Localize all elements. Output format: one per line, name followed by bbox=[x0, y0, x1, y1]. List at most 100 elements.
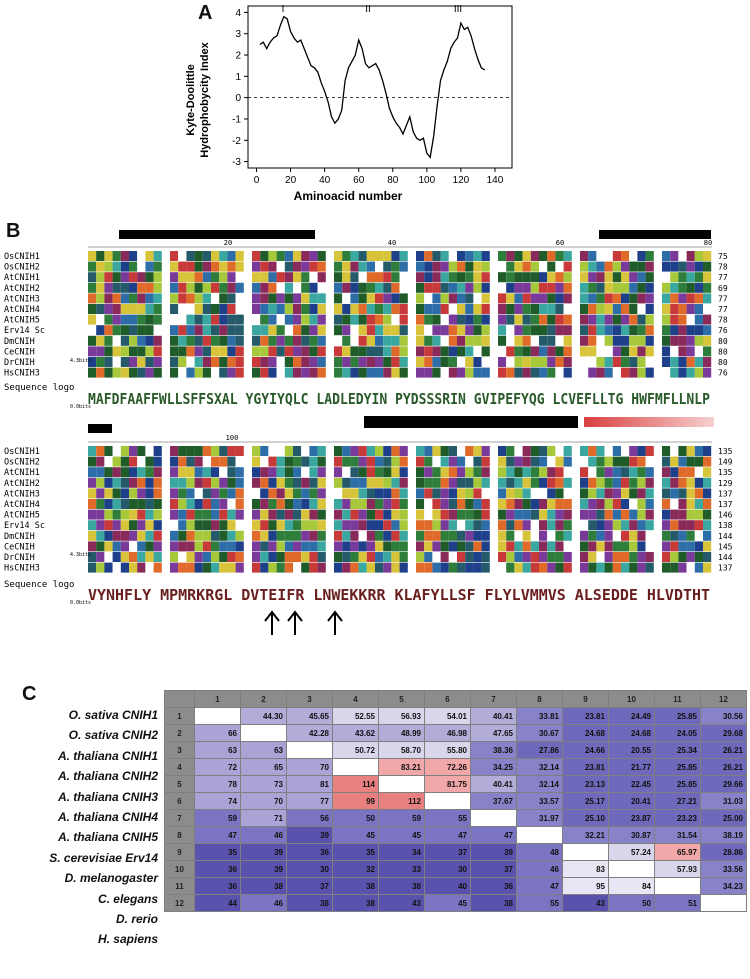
matrix-cell: 57.24 bbox=[608, 843, 655, 861]
residue-cell bbox=[96, 272, 105, 283]
residue-cell bbox=[686, 520, 695, 531]
residue-cell bbox=[530, 325, 539, 336]
residue-cell bbox=[563, 488, 572, 499]
residue-cell bbox=[662, 456, 671, 467]
residue-cell bbox=[260, 272, 269, 283]
residue-cell bbox=[547, 488, 556, 499]
residue-cell bbox=[694, 282, 703, 293]
residue-cell bbox=[498, 552, 507, 562]
residue-cell bbox=[375, 272, 384, 283]
residue-cell bbox=[227, 304, 236, 314]
matrix-cell bbox=[286, 741, 333, 759]
residue-cell bbox=[432, 467, 441, 478]
matrix-cell bbox=[332, 758, 379, 776]
residue-cell bbox=[235, 367, 244, 378]
residue-cell bbox=[309, 509, 318, 520]
residue-cell bbox=[457, 282, 466, 293]
residue-cell bbox=[621, 467, 630, 478]
residue-cell bbox=[358, 261, 367, 272]
residue-cell bbox=[235, 304, 244, 314]
residue-cell bbox=[129, 357, 138, 367]
residue-cell bbox=[637, 346, 646, 357]
residue-cell bbox=[178, 488, 187, 499]
residue-cell bbox=[350, 562, 359, 573]
residue-cell bbox=[276, 541, 285, 552]
residue-cell bbox=[539, 282, 548, 293]
residue-cell bbox=[703, 530, 712, 541]
residue-cell bbox=[96, 477, 105, 488]
matrix-cell: 59 bbox=[194, 809, 241, 827]
matrix-cell: 33 bbox=[378, 860, 425, 878]
residue-cell bbox=[104, 261, 113, 272]
residue-cell bbox=[145, 520, 154, 531]
residue-cell bbox=[522, 530, 531, 541]
residue-cell bbox=[112, 488, 121, 499]
residue-cell bbox=[227, 509, 236, 520]
residue-cell bbox=[694, 357, 703, 367]
residue-cell bbox=[703, 325, 712, 336]
logo-label-2: Sequence logo bbox=[4, 580, 74, 590]
residue-cell bbox=[309, 530, 318, 541]
residue-cell bbox=[145, 293, 154, 304]
residue-cell bbox=[448, 346, 457, 357]
x-tick-label: 0 bbox=[254, 175, 260, 186]
residue-cell bbox=[473, 488, 482, 499]
residue-cell bbox=[293, 357, 302, 367]
residue-cell bbox=[252, 325, 261, 336]
residue-cell bbox=[399, 552, 408, 562]
matrix-cell: 38.36 bbox=[470, 741, 517, 759]
matrix-cell: 65 bbox=[240, 758, 287, 776]
residue-cell bbox=[309, 357, 318, 367]
residue-cell bbox=[440, 314, 449, 325]
residue-cell bbox=[104, 325, 113, 336]
residue-cell bbox=[588, 367, 597, 378]
residue-cell bbox=[612, 251, 621, 261]
residue-cell bbox=[481, 251, 490, 261]
residue-cell bbox=[465, 357, 474, 367]
species-label: A. thaliana CNIH4 bbox=[57, 810, 158, 824]
residue-cell bbox=[96, 251, 105, 261]
residue-cell bbox=[637, 335, 646, 346]
residue-cell bbox=[473, 541, 482, 552]
residue-cell bbox=[342, 272, 351, 283]
residue-cell bbox=[473, 346, 482, 357]
residue-cell bbox=[366, 562, 375, 573]
matrix-cell bbox=[470, 809, 517, 827]
matrix-cell: 32.14 bbox=[516, 758, 563, 776]
residue-cell bbox=[588, 251, 597, 261]
residue-cell bbox=[457, 335, 466, 346]
residue-cell bbox=[637, 367, 646, 378]
residue-cell bbox=[424, 446, 433, 456]
residue-cell bbox=[432, 541, 441, 552]
residue-cell bbox=[137, 367, 146, 378]
matrix-cell: 72.26 bbox=[424, 758, 471, 776]
residue-cell bbox=[260, 261, 269, 272]
residue-cell bbox=[186, 499, 195, 509]
matrix-cell bbox=[608, 860, 655, 878]
matrix-cell: 22.45 bbox=[608, 775, 655, 793]
residue-cell bbox=[317, 446, 326, 456]
residue-cell bbox=[514, 272, 523, 283]
residue-cell bbox=[530, 335, 539, 346]
residue-cell bbox=[580, 251, 589, 261]
residue-cell bbox=[448, 446, 457, 456]
residue-cell bbox=[588, 552, 597, 562]
residue-cell bbox=[448, 562, 457, 573]
residue-cell bbox=[416, 272, 425, 283]
residue-cell bbox=[104, 367, 113, 378]
residue-cell bbox=[153, 541, 162, 552]
residue-cell bbox=[522, 499, 531, 509]
residue-cell bbox=[358, 499, 367, 509]
residue-cell bbox=[235, 467, 244, 478]
residue-cell bbox=[104, 530, 113, 541]
residue-cell bbox=[580, 520, 589, 531]
residue-cell bbox=[104, 251, 113, 261]
residue-cell bbox=[358, 477, 367, 488]
residue-cell bbox=[481, 357, 490, 367]
residue-cell bbox=[284, 488, 293, 499]
matrix-cell: 33.56 bbox=[700, 860, 747, 878]
matrix-cell: 23.13 bbox=[562, 775, 609, 793]
residue-cell bbox=[202, 488, 211, 499]
residue-cell bbox=[432, 562, 441, 573]
residue-cell bbox=[637, 562, 646, 573]
